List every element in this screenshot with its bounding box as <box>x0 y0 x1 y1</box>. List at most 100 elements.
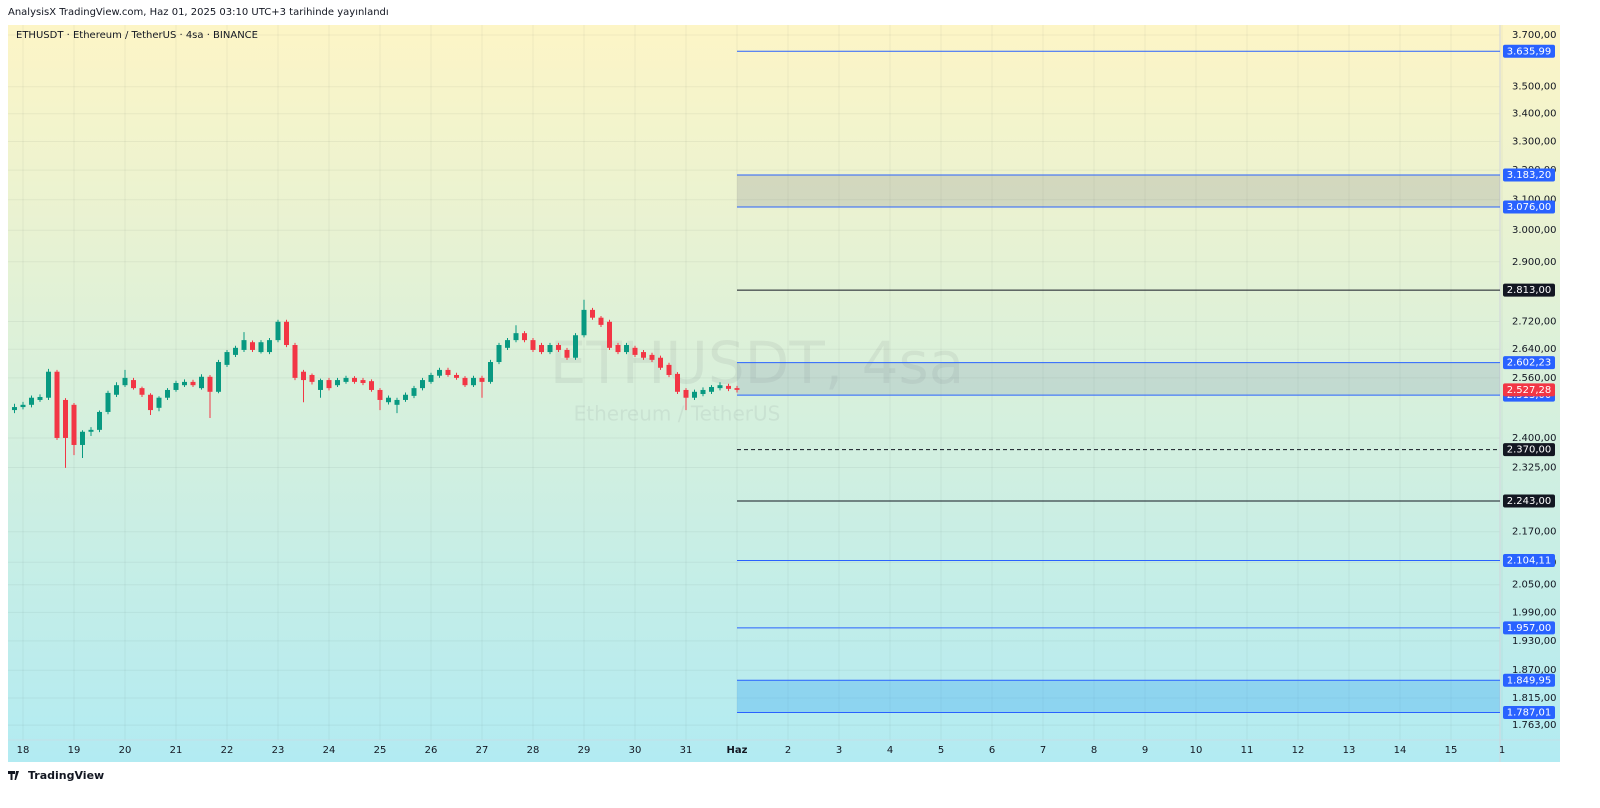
level-price-label: 2.243,00 <box>1507 496 1552 507</box>
x-tick-label: 9 <box>1142 745 1148 756</box>
candle-body <box>683 389 689 398</box>
candle-body <box>216 362 221 392</box>
x-tick-label: 22 <box>221 745 234 756</box>
candle-body <box>190 381 196 386</box>
candle-body <box>556 345 561 350</box>
x-tick-label: 28 <box>527 745 540 756</box>
x-tick-label: 8 <box>1091 745 1097 756</box>
candle-body <box>54 371 60 438</box>
x-tick-label: 31 <box>680 745 693 756</box>
y-tick-label: 2.900,00 <box>1512 257 1557 268</box>
candle-body <box>131 380 136 389</box>
candle-body <box>199 376 204 389</box>
candle-body <box>428 374 434 382</box>
candle-body <box>309 374 315 382</box>
candle-body <box>539 345 544 353</box>
level-price-label-box <box>1503 443 1555 457</box>
candle-body <box>114 385 119 395</box>
x-tick-label: 29 <box>578 745 591 756</box>
candle-body <box>326 380 332 389</box>
candle-body <box>250 342 255 350</box>
x-tick-label: 6 <box>989 745 995 756</box>
zone-price-label-box <box>1503 200 1555 214</box>
candle-body <box>437 369 442 376</box>
candle-body <box>148 394 153 411</box>
x-tick-label: 10 <box>1190 745 1203 756</box>
x-tick-label: 18 <box>17 745 30 756</box>
y-tick-label: 3.700,00 <box>1512 30 1557 41</box>
x-tick-label: 11 <box>1241 745 1254 756</box>
header: AnalysisX TradingView.com, Haz 01, 2025 … <box>8 7 389 18</box>
candle-body <box>207 376 213 392</box>
y-tick-label: 3.400,00 <box>1512 109 1557 120</box>
zone <box>737 175 1500 207</box>
x-tick-label: 21 <box>170 745 183 756</box>
x-tick-label: 27 <box>476 745 489 756</box>
x-tick-label: 30 <box>629 745 642 756</box>
candle-body <box>573 335 578 358</box>
candle-body <box>607 321 612 348</box>
last-price-label: 2.527,28 <box>1507 385 1552 396</box>
candle-body <box>505 340 510 348</box>
candle-body <box>233 347 238 355</box>
y-tick-label: 2.720,00 <box>1512 316 1557 327</box>
x-tick-label: 1 <box>1499 745 1505 756</box>
level-price-label: 2.813,00 <box>1507 285 1552 296</box>
zone-price-label-box <box>1503 706 1555 720</box>
footer-logo: TradingView <box>8 769 104 782</box>
candle-body <box>292 345 298 378</box>
y-tick-label: 2.325,00 <box>1512 463 1557 474</box>
candle-body <box>675 373 680 392</box>
candle-body <box>275 321 281 341</box>
candle-body <box>156 397 162 408</box>
candle-body <box>624 345 629 353</box>
candle-body <box>394 399 400 405</box>
candle-body <box>241 340 247 350</box>
y-tick-label: 1.763,00 <box>1512 720 1557 731</box>
candle-body <box>71 404 77 445</box>
candle-body <box>564 349 570 358</box>
candle-body <box>488 362 493 382</box>
candle-body <box>318 380 323 390</box>
candle-body <box>122 377 128 386</box>
candle-body <box>343 377 349 382</box>
zone-price-label: 3.183,20 <box>1507 170 1552 181</box>
level-price-label-box <box>1503 283 1555 297</box>
candle-body <box>63 399 68 438</box>
watermark-subtitle: Ethereum / TetherUS <box>574 402 781 426</box>
candle-body <box>37 396 43 400</box>
level-price-label-box <box>1503 44 1555 58</box>
candle-body <box>522 333 527 341</box>
x-tick-label: 26 <box>425 745 438 756</box>
zone-price-label-box <box>1503 673 1555 687</box>
x-tick-label: 2 <box>785 745 791 756</box>
candle-body <box>352 377 357 382</box>
y-tick-label: 3.500,00 <box>1512 82 1557 93</box>
level-price-label: 3.635,99 <box>1507 46 1552 57</box>
y-tick-label: 1.990,00 <box>1512 607 1557 618</box>
candle-body <box>462 377 468 386</box>
last-price-label-box <box>1503 383 1555 397</box>
candle-body <box>513 333 519 341</box>
candle-body <box>173 382 179 390</box>
candle-body <box>454 374 459 378</box>
x-tick-label: 5 <box>938 745 944 756</box>
candle-body <box>97 411 102 430</box>
candle-body <box>335 380 340 386</box>
candle-body <box>360 380 366 383</box>
zone-price-label: 1.849,95 <box>1507 675 1552 686</box>
candle-body <box>598 317 604 325</box>
y-tick-label: 2.400,00 <box>1512 433 1557 444</box>
zone-price-label: 3.076,00 <box>1507 202 1552 213</box>
x-tick-label: Haz <box>727 745 748 756</box>
x-tick-label: 15 <box>1445 745 1458 756</box>
candle-body <box>666 364 672 375</box>
x-tick-label: 14 <box>1394 745 1407 756</box>
candle-body <box>80 431 85 445</box>
level-price-label: 1.957,00 <box>1507 623 1552 634</box>
y-tick-label: 2.050,00 <box>1512 580 1557 591</box>
level-price-label-box <box>1503 494 1555 508</box>
candle-body <box>12 407 17 411</box>
chart-background <box>8 25 1560 762</box>
candle-body <box>615 345 621 353</box>
